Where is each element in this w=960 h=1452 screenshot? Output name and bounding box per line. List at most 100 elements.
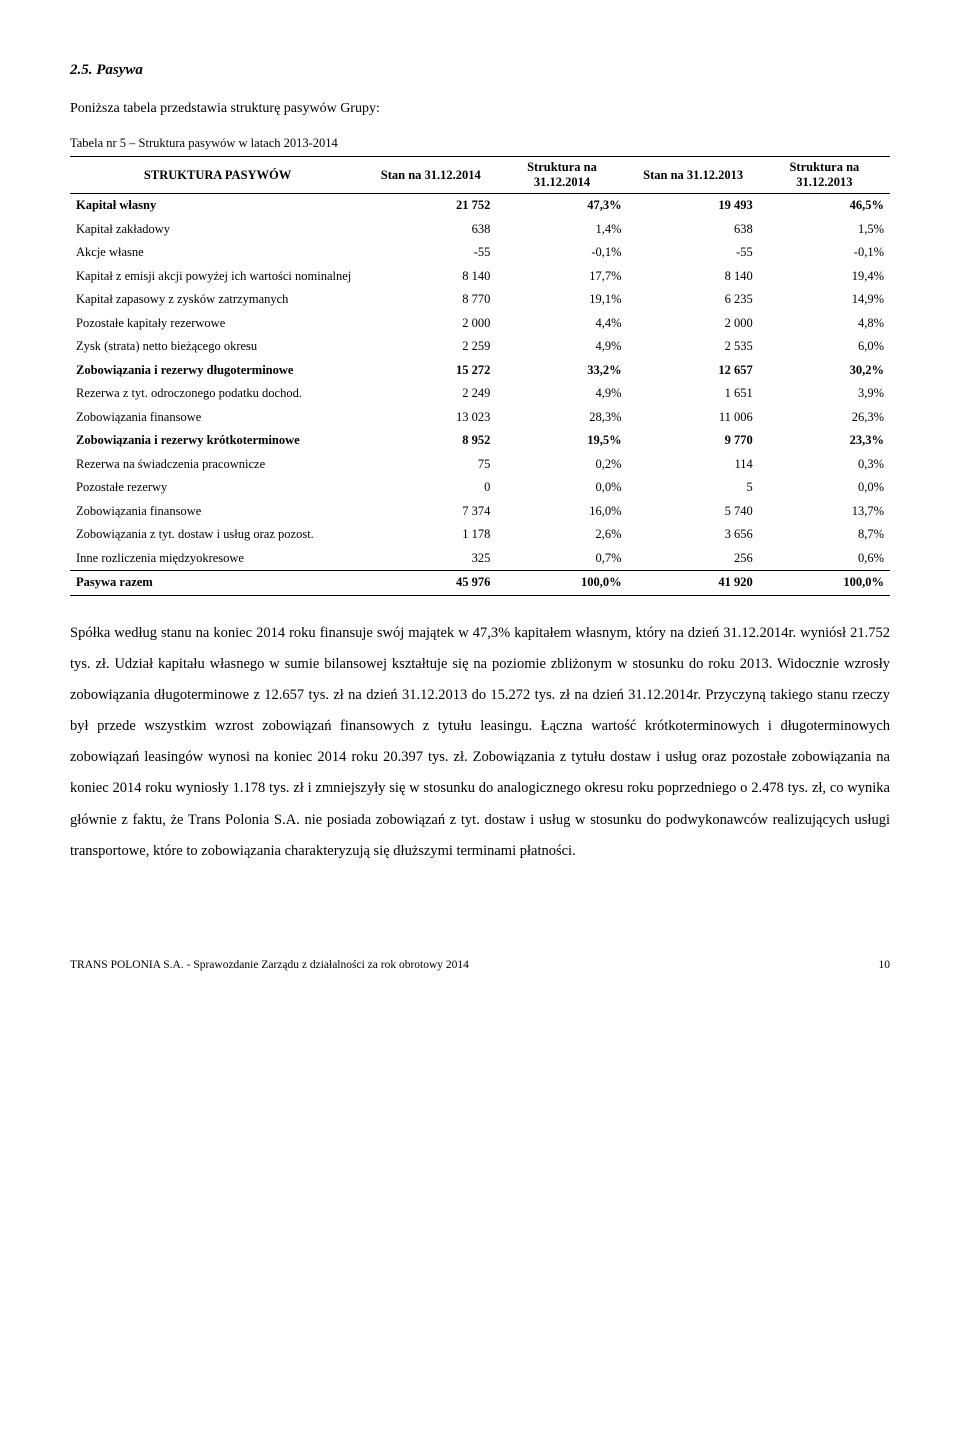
row-value: 17,7% xyxy=(496,265,627,289)
table-row: Akcje własne-55-0,1%-55-0,1% xyxy=(70,241,890,265)
row-value: 8 952 xyxy=(365,429,496,453)
header-col-1: Stan na 31.12.2014 xyxy=(365,157,496,194)
header-col-4: Struktura na 31.12.2013 xyxy=(759,157,890,194)
row-value: 16,0% xyxy=(496,500,627,524)
row-value: 0,6% xyxy=(759,547,890,571)
row-label: Kapitał zapasowy z zysków zatrzymanych xyxy=(70,288,365,312)
section-title: Pasywa xyxy=(96,62,143,78)
row-value: 4,9% xyxy=(496,382,627,406)
row-value: 2 000 xyxy=(365,312,496,336)
row-value: 8 770 xyxy=(365,288,496,312)
table-row: Zysk (strata) netto bieżącego okresu2 25… xyxy=(70,335,890,359)
table-row: Pozostałe kapitały rezerwowe2 0004,4%2 0… xyxy=(70,312,890,336)
table-row: Zobowiązania i rezerwy długoterminowe15 … xyxy=(70,359,890,383)
row-value: 14,9% xyxy=(759,288,890,312)
table-row: Zobowiązania finansowe7 37416,0%5 74013,… xyxy=(70,500,890,524)
row-value: -0,1% xyxy=(496,241,627,265)
row-value: -0,1% xyxy=(759,241,890,265)
footer-page-number: 10 xyxy=(879,957,891,973)
table-row: Kapitał z emisji akcji powyżej ich warto… xyxy=(70,265,890,289)
row-value: 0,0% xyxy=(496,476,627,500)
row-value: 0 xyxy=(365,476,496,500)
row-label: Zobowiązania i rezerwy długoterminowe xyxy=(70,359,365,383)
row-value: 2 259 xyxy=(365,335,496,359)
row-value: 325 xyxy=(365,547,496,571)
row-value: 4,8% xyxy=(759,312,890,336)
row-value: 41 920 xyxy=(628,571,759,596)
row-value: 15 272 xyxy=(365,359,496,383)
row-value: 0,7% xyxy=(496,547,627,571)
table-row: Rezerwa z tyt. odroczonego podatku docho… xyxy=(70,382,890,406)
row-value: 6,0% xyxy=(759,335,890,359)
row-value: 1 178 xyxy=(365,523,496,547)
row-value: 638 xyxy=(365,218,496,242)
table-row: Zobowiązania z tyt. dostaw i usług oraz … xyxy=(70,523,890,547)
row-value: 256 xyxy=(628,547,759,571)
row-value: 3,9% xyxy=(759,382,890,406)
header-col-3: Stan na 31.12.2013 xyxy=(628,157,759,194)
body-paragraph: Spółka według stanu na koniec 2014 roku … xyxy=(70,618,890,867)
row-value: 2 535 xyxy=(628,335,759,359)
row-value: 0,2% xyxy=(496,453,627,477)
intro-text: Poniższa tabela przedstawia strukturę pa… xyxy=(70,99,890,119)
row-value: 8 140 xyxy=(365,265,496,289)
footer-left: TRANS POLONIA S.A. - Sprawozdanie Zarząd… xyxy=(70,957,469,973)
row-value: 0,0% xyxy=(759,476,890,500)
row-label: Pozostałe kapitały rezerwowe xyxy=(70,312,365,336)
row-value: 4,9% xyxy=(496,335,627,359)
row-value: 13 023 xyxy=(365,406,496,430)
table-caption: Tabela nr 5 – Struktura pasywów w latach… xyxy=(70,135,890,153)
row-value: 33,2% xyxy=(496,359,627,383)
row-value: 2 249 xyxy=(365,382,496,406)
row-value: 1,4% xyxy=(496,218,627,242)
row-value: 11 006 xyxy=(628,406,759,430)
row-value: 2,6% xyxy=(496,523,627,547)
header-col-2: Struktura na 31.12.2014 xyxy=(496,157,627,194)
row-value: 5 xyxy=(628,476,759,500)
row-value: 8,7% xyxy=(759,523,890,547)
table-row: Pasywa razem45 976100,0%41 920100,0% xyxy=(70,571,890,596)
row-label: Zobowiązania i rezerwy krótkoterminowe xyxy=(70,429,365,453)
row-value: 638 xyxy=(628,218,759,242)
row-label: Akcje własne xyxy=(70,241,365,265)
row-label: Pozostałe rezerwy xyxy=(70,476,365,500)
row-value: 12 657 xyxy=(628,359,759,383)
page-footer: TRANS POLONIA S.A. - Sprawozdanie Zarząd… xyxy=(70,957,890,973)
row-value: -55 xyxy=(628,241,759,265)
row-value: 45 976 xyxy=(365,571,496,596)
row-value: 114 xyxy=(628,453,759,477)
table-row: Rezerwa na świadczenia pracownicze750,2%… xyxy=(70,453,890,477)
row-label: Inne rozliczenia międzyokresowe xyxy=(70,547,365,571)
table-row: Pozostałe rezerwy00,0%50,0% xyxy=(70,476,890,500)
row-label: Zobowiązania finansowe xyxy=(70,406,365,430)
row-value: 13,7% xyxy=(759,500,890,524)
row-value: 2 000 xyxy=(628,312,759,336)
section-number: 2.5. xyxy=(70,62,93,78)
table-row: Kapitał zakładowy6381,4%6381,5% xyxy=(70,218,890,242)
row-value: 100,0% xyxy=(496,571,627,596)
row-value: 47,3% xyxy=(496,194,627,218)
row-value: 19 493 xyxy=(628,194,759,218)
row-value: 1 651 xyxy=(628,382,759,406)
row-value: 4,4% xyxy=(496,312,627,336)
table-body: Kapitał własny21 75247,3%19 49346,5%Kapi… xyxy=(70,194,890,596)
row-label: Zysk (strata) netto bieżącego okresu xyxy=(70,335,365,359)
table-row: Inne rozliczenia międzyokresowe3250,7%25… xyxy=(70,547,890,571)
row-value: 26,3% xyxy=(759,406,890,430)
table-row: Zobowiązania i rezerwy krótkoterminowe8 … xyxy=(70,429,890,453)
row-value: -55 xyxy=(365,241,496,265)
table-header: STRUKTURA PASYWÓW Stan na 31.12.2014 Str… xyxy=(70,157,890,194)
row-label: Kapitał zakładowy xyxy=(70,218,365,242)
row-value: 75 xyxy=(365,453,496,477)
row-label: Zobowiązania finansowe xyxy=(70,500,365,524)
header-col-0: STRUKTURA PASYWÓW xyxy=(70,157,365,194)
row-label: Zobowiązania z tyt. dostaw i usług oraz … xyxy=(70,523,365,547)
row-value: 19,4% xyxy=(759,265,890,289)
row-value: 1,5% xyxy=(759,218,890,242)
row-value: 5 740 xyxy=(628,500,759,524)
table-row: Zobowiązania finansowe13 02328,3%11 0062… xyxy=(70,406,890,430)
row-value: 23,3% xyxy=(759,429,890,453)
row-value: 3 656 xyxy=(628,523,759,547)
section-heading: 2.5. Pasywa xyxy=(70,60,890,81)
row-value: 30,2% xyxy=(759,359,890,383)
